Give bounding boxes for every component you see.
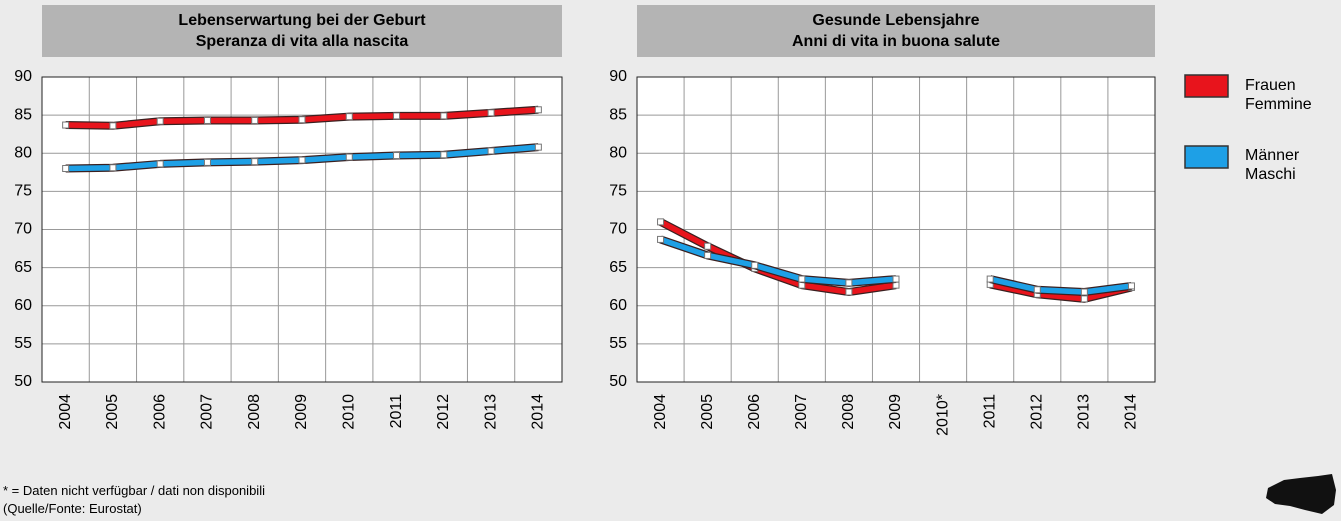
x-tick-label: 2012 xyxy=(1028,394,1045,430)
x-tick-label: 2014 xyxy=(530,394,547,430)
point-marker xyxy=(487,147,495,155)
y-tick-label: 90 xyxy=(14,68,32,85)
y-tick-label: 60 xyxy=(14,297,32,314)
y-tick-label: 70 xyxy=(609,221,627,238)
x-tick-label: 2005 xyxy=(699,394,716,430)
point-marker xyxy=(986,275,994,283)
x-tick-label: 2011 xyxy=(388,394,405,429)
y-tick-label: 50 xyxy=(609,373,627,390)
x-tick-label: 2005 xyxy=(104,394,121,430)
point-marker xyxy=(393,112,401,120)
legend-label: Frauen Femmine xyxy=(1245,77,1312,113)
logo xyxy=(1266,474,1336,514)
point-marker xyxy=(657,235,665,243)
y-tick-label: 90 xyxy=(609,68,627,85)
point-marker xyxy=(751,261,759,269)
x-tick-label: 2004 xyxy=(57,394,74,430)
chart-title: Lebenserwartung bei der Geburt xyxy=(178,12,426,29)
legend-label: Männer Maschi xyxy=(1245,147,1300,183)
plot-border xyxy=(636,76,1156,383)
x-tick-label: 2009 xyxy=(293,394,310,430)
plot-border xyxy=(41,76,563,383)
title-box xyxy=(637,5,1155,57)
y-tick-label: 60 xyxy=(609,297,627,314)
footnote: * = Daten nicht verfügbar / dati non dis… xyxy=(3,483,265,498)
point-marker xyxy=(109,122,117,130)
x-tick-label: 2007 xyxy=(793,394,810,430)
point-marker xyxy=(1033,286,1041,294)
x-tick-label: 2010* xyxy=(934,394,951,436)
y-tick-label: 80 xyxy=(14,144,32,161)
point-marker xyxy=(845,279,853,287)
point-marker xyxy=(892,275,900,283)
point-marker xyxy=(440,112,448,120)
y-tick-label: 85 xyxy=(14,106,32,123)
series-line xyxy=(659,219,1133,302)
point-marker xyxy=(298,156,306,164)
chart-title: Gesunde Lebensjahre xyxy=(812,12,979,29)
y-tick-label: 55 xyxy=(14,335,32,352)
point-marker xyxy=(345,153,353,161)
chart-subtitle: Speranza di vita alla nascita xyxy=(196,33,409,50)
x-tick-label: 2012 xyxy=(435,394,452,430)
y-tick-label: 65 xyxy=(609,259,627,276)
point-marker xyxy=(251,116,259,124)
y-tick-label: 65 xyxy=(14,259,32,276)
point-marker xyxy=(704,242,712,250)
x-tick-label: 2008 xyxy=(246,394,263,430)
point-marker xyxy=(534,106,542,114)
y-tick-label: 55 xyxy=(609,335,627,352)
legend-swatch xyxy=(1184,145,1229,169)
point-marker xyxy=(393,152,401,160)
point-marker xyxy=(440,151,448,159)
point-marker xyxy=(798,275,806,283)
y-tick-label: 85 xyxy=(609,106,627,123)
y-tick-label: 50 xyxy=(14,373,32,390)
point-marker xyxy=(109,164,117,172)
x-tick-label: 2006 xyxy=(151,394,168,430)
x-tick-label: 2006 xyxy=(746,394,763,430)
y-tick-label: 80 xyxy=(609,144,627,161)
point-marker xyxy=(1080,288,1088,296)
point-marker xyxy=(62,165,70,172)
point-marker xyxy=(156,117,164,125)
x-tick-label: 2010 xyxy=(340,394,357,430)
point-marker xyxy=(534,143,542,151)
y-tick-label: 70 xyxy=(14,221,32,238)
point-marker xyxy=(62,121,70,129)
point-marker xyxy=(1127,282,1135,290)
x-tick-label: 2008 xyxy=(840,394,857,430)
point-marker xyxy=(657,218,665,226)
point-marker xyxy=(156,160,164,168)
y-tick-label: 75 xyxy=(609,183,627,200)
point-marker xyxy=(203,158,211,166)
x-tick-label: 2004 xyxy=(652,394,669,430)
x-tick-label: 2013 xyxy=(482,394,499,430)
title-box xyxy=(42,5,562,57)
point-marker xyxy=(704,251,712,259)
x-tick-label: 2011 xyxy=(981,394,998,429)
point-marker xyxy=(1080,295,1088,303)
point-marker xyxy=(298,116,306,124)
point-marker xyxy=(487,109,495,117)
point-marker xyxy=(845,288,853,296)
y-tick-label: 75 xyxy=(14,183,32,200)
point-marker xyxy=(203,116,211,124)
legend-swatch xyxy=(1184,74,1229,98)
point-marker xyxy=(251,158,259,166)
series-line xyxy=(659,236,1132,295)
point-marker xyxy=(345,113,353,121)
x-tick-label: 2007 xyxy=(199,394,216,430)
chart-subtitle: Anni di vita in buona salute xyxy=(792,33,1000,50)
x-tick-label: 2013 xyxy=(1076,394,1093,430)
source: (Quelle/Fonte: Eurostat) xyxy=(3,501,142,516)
x-tick-label: 2014 xyxy=(1123,394,1140,430)
x-tick-label: 2009 xyxy=(887,394,904,430)
